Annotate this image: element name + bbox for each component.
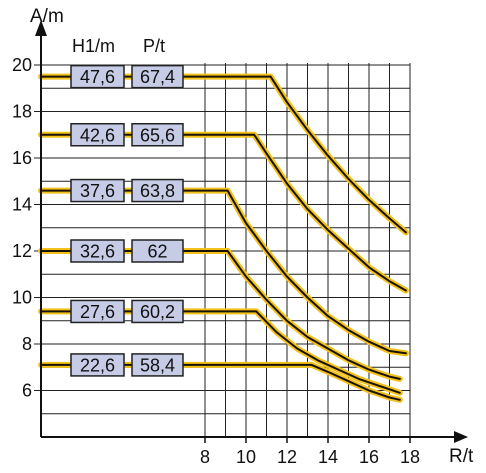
curves	[38, 73, 409, 403]
h-value-label: 47,6	[80, 67, 115, 87]
y-tick-label: 20	[12, 55, 32, 75]
y-tick-label: 18	[12, 102, 32, 122]
p-value-label: 63,8	[140, 181, 175, 201]
series-curve	[40, 363, 401, 401]
h-value-box	[70, 239, 125, 263]
h-value-label: 27,6	[80, 302, 115, 322]
series-curve	[40, 189, 407, 355]
h-value-box	[70, 64, 125, 89]
h-value-label: 22,6	[80, 355, 115, 375]
y-tick-label: 6	[22, 381, 32, 401]
p-value-label: 58,4	[140, 355, 175, 375]
y-tick-label: 12	[12, 241, 32, 261]
y-tick-label: 8	[22, 334, 32, 354]
x-tick-label: 14	[318, 447, 338, 467]
y-tick-label: 14	[12, 195, 32, 215]
column-header-p: P/t	[143, 36, 165, 56]
tick-labels: 6 8 10 12 14 16 18 20 8 10 12 14 16 18	[12, 55, 420, 467]
p-value-label: 65,6	[140, 125, 175, 145]
p-value-box	[131, 64, 184, 89]
axes	[35, 20, 468, 443]
series-curve-glow	[38, 73, 409, 236]
h-value-box	[70, 123, 125, 147]
h-value-box	[70, 178, 125, 203]
p-value-box	[131, 299, 184, 324]
series-curve	[40, 75, 407, 234]
h-value-box	[70, 299, 125, 324]
p-value-box	[131, 239, 184, 263]
x-tick-label: 10	[236, 447, 256, 467]
series-curve	[40, 310, 401, 394]
series-curve	[40, 250, 401, 380]
h-value-label: 37,6	[80, 181, 115, 201]
h-value-label: 32,6	[80, 242, 115, 262]
column-header-h: H1/m	[72, 36, 115, 56]
x-axis-title: R/t	[449, 446, 474, 467]
y-tick-label: 10	[12, 288, 32, 308]
value-boxes: 47,6 67,4 42,6 65,6 37,6 63,8 32,6 62 27,6 60,2 22…	[70, 64, 184, 377]
x-tick-label: 8	[200, 447, 210, 467]
p-value-box	[131, 353, 184, 377]
p-value-label: 67,4	[140, 67, 175, 87]
h-value-label: 42,6	[80, 125, 115, 145]
x-tick-label: 18	[400, 447, 420, 467]
p-value-box	[131, 123, 184, 147]
y-axis-arrow	[35, 20, 47, 36]
series-curve	[40, 133, 407, 292]
p-value-label: 62	[147, 242, 167, 262]
x-axis-arrow	[454, 431, 468, 443]
h-value-box	[70, 353, 125, 377]
x-tick-label: 16	[359, 447, 379, 467]
y-tick-label: 16	[12, 148, 32, 168]
x-tick-label: 12	[277, 447, 297, 467]
y-axis-title: A/m	[30, 6, 64, 27]
series-curve-glow	[38, 187, 409, 357]
p-value-box	[131, 178, 184, 203]
p-value-label: 60,2	[140, 302, 175, 322]
